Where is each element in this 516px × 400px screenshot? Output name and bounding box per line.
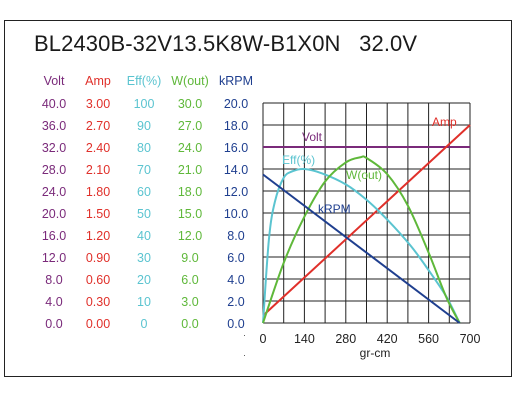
axis-tick-1-2: 2.40: [85, 141, 111, 155]
series-label-1: Amp: [432, 115, 457, 129]
series-label-2: Eff(%): [282, 153, 315, 167]
series-line-3: [262, 155, 461, 324]
axis-tick-0-6: 16.0: [41, 229, 67, 243]
axis-tick-4-3: 14.0: [223, 163, 249, 177]
axis-tick-4-7: 6.0: [227, 251, 245, 265]
axis-tick-4-9: 2.0: [227, 295, 245, 309]
axis-tick-3-6: 12.0: [177, 229, 203, 243]
axis-tick-1-4: 1.80: [85, 185, 111, 199]
axis-tick-1-3: 2.10: [85, 163, 111, 177]
axis-tick-4-0: 20.0: [223, 97, 249, 111]
axis-tick-0-9: 4.0: [45, 295, 63, 309]
axis-tick-3-5: 15.0: [177, 207, 203, 221]
column-header-2: Eff(%): [126, 74, 162, 88]
column-header-3: W(out): [171, 74, 209, 88]
axis-tick-4-6: 8.0: [227, 229, 245, 243]
x-tick-4: 560: [418, 332, 440, 346]
axis-tick-3-7: 9.0: [181, 251, 199, 265]
axis-tick-2-0: 100: [133, 97, 155, 111]
axis-tick-4-4: 12.0: [223, 185, 249, 199]
axis-tick-0-3: 28.0: [41, 163, 67, 177]
axis-tick-2-2: 80: [137, 141, 151, 155]
axis-tick-1-5: 1.50: [85, 207, 111, 221]
axis-tick-0-0: 40.0: [41, 97, 67, 111]
axis-tick-0-5: 20.0: [41, 207, 67, 221]
axis-tick-1-6: 1.20: [85, 229, 111, 243]
axis-tick-0-8: 8.0: [45, 273, 63, 287]
stray-dot: ·: [243, 350, 246, 360]
stray-dot-2: ·: [243, 330, 246, 340]
column-header-4: kRPM: [218, 74, 254, 88]
chart-frame: [4, 20, 512, 377]
series-label-3: W(out): [346, 168, 382, 182]
chart-title: BL2430B-32V13.5K8W-B1X0N 32.0V: [34, 31, 418, 56]
axis-tick-3-2: 24.0: [177, 141, 203, 155]
axis-tick-2-9: 10: [137, 295, 151, 309]
x-tick-3: 420: [376, 332, 398, 346]
axis-tick-1-10: 0.00: [85, 317, 111, 331]
axis-tick-3-4: 18.0: [177, 185, 203, 199]
axis-tick-1-8: 0.60: [85, 273, 111, 287]
axis-tick-1-0: 3.00: [85, 97, 111, 111]
series-label-4: kRPM: [318, 202, 351, 216]
axis-tick-3-0: 30.0: [177, 97, 203, 111]
x-axis-label: gr-cm: [359, 346, 391, 360]
x-tick-1: 140: [293, 332, 315, 346]
axis-tick-0-4: 24.0: [41, 185, 67, 199]
axis-tick-2-6: 40: [137, 229, 151, 243]
axis-tick-4-8: 4.0: [227, 273, 245, 287]
axis-tick-4-1: 18.0: [223, 119, 249, 133]
axis-tick-3-10: 0.0: [181, 317, 199, 331]
axis-tick-1-7: 0.90: [85, 251, 111, 265]
axis-tick-2-5: 50: [137, 207, 151, 221]
column-header-1: Amp: [85, 74, 111, 88]
axis-tick-2-10: 0: [140, 317, 148, 331]
axis-tick-3-9: 3.0: [181, 295, 199, 309]
axis-tick-0-10: 0.0: [45, 317, 63, 331]
series-label-0: Volt: [302, 130, 323, 144]
axis-tick-4-5: 10.0: [223, 207, 249, 221]
axis-tick-3-1: 27.0: [177, 119, 203, 133]
axis-tick-2-8: 20: [137, 273, 151, 287]
axis-tick-4-2: 16.0: [223, 141, 249, 155]
x-tick-0: 0: [259, 332, 267, 346]
axis-tick-1-9: 0.30: [85, 295, 111, 309]
column-header-0: Volt: [43, 74, 65, 88]
axis-tick-1-1: 2.70: [85, 119, 111, 133]
axis-tick-0-1: 36.0: [41, 119, 67, 133]
axis-tick-2-4: 60: [137, 185, 151, 199]
series-line-4: [262, 173, 461, 324]
axis-tick-2-1: 90: [137, 119, 151, 133]
series-line-1: [262, 124, 471, 317]
x-tick-5: 700: [459, 332, 481, 346]
axis-tick-0-2: 32.0: [41, 141, 67, 155]
x-tick-2: 280: [335, 332, 357, 346]
axis-tick-2-7: 30: [137, 251, 151, 265]
axis-tick-3-8: 6.0: [181, 273, 199, 287]
series-line-2: [262, 167, 461, 324]
axis-tick-0-7: 12.0: [41, 251, 67, 265]
axis-tick-2-3: 70: [137, 163, 151, 177]
axis-tick-3-3: 21.0: [177, 163, 203, 177]
axis-tick-4-10: 0.0: [227, 317, 245, 331]
